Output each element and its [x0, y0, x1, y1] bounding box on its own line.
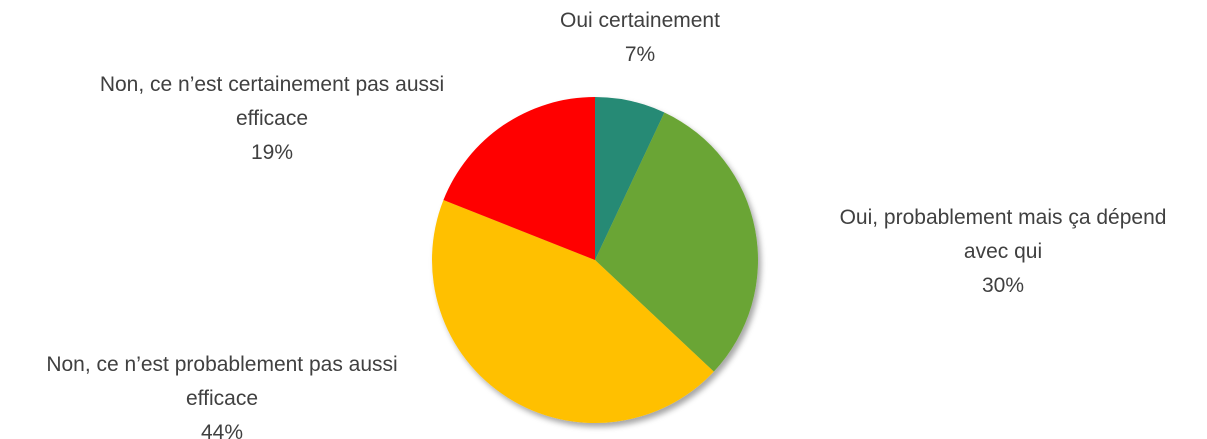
pie-slice [432, 199, 714, 423]
category-name: Oui, probablement mais ça dépend avec qu… [839, 206, 1167, 263]
value-label: 7% [624, 43, 656, 66]
pie-slice [595, 97, 665, 260]
pie [432, 97, 758, 423]
slice-label: Non, ce n’est certainement pas aussi eff… [62, 68, 482, 170]
slice-label: Oui, probablement mais ça dépend avec qu… [821, 201, 1186, 303]
value-label: 44% [200, 421, 244, 439]
value-label: 19% [250, 141, 294, 164]
category-name: Non, ce n’est certainement pas aussi eff… [99, 73, 445, 130]
value-label: 30% [981, 274, 1025, 297]
pie-slice [595, 112, 758, 372]
slice-label: Oui certainement 7% [490, 4, 790, 72]
category-name: Non, ce n’est probablement pas aussi eff… [46, 353, 398, 410]
pie-slice [443, 97, 595, 260]
slice-label: Non, ce n’est probablement pas aussi eff… [12, 348, 432, 439]
category-name: Oui certainement [560, 9, 720, 32]
